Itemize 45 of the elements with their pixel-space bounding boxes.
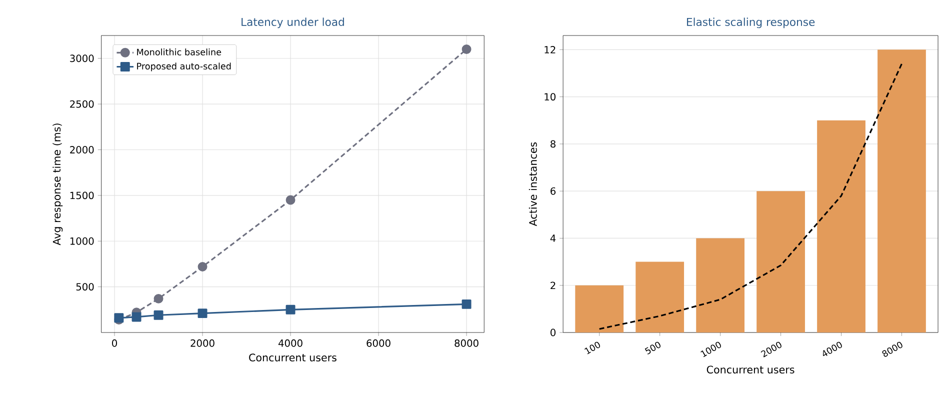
x-tick-label: 500 <box>644 342 660 355</box>
bar <box>575 286 624 333</box>
x-tick-label: 2000 <box>190 340 214 348</box>
point <box>462 44 472 54</box>
y-tick-label: 1000 <box>70 238 94 246</box>
x-tick-label: 100 <box>584 342 600 354</box>
point <box>286 195 296 205</box>
y-tick-label: 8 <box>550 140 556 148</box>
y-axis-title: Avg response time (ms) <box>52 124 63 246</box>
y-tick-label: 12 <box>544 46 556 54</box>
x-tick-label: 4000 <box>822 342 842 356</box>
y-tick-label: 500 <box>76 283 94 291</box>
point <box>132 312 142 322</box>
legend-label: Proposed auto-scaled <box>137 62 231 72</box>
bar <box>696 238 744 333</box>
y-tick-label: 1500 <box>70 192 94 200</box>
x-tick-label: 0 <box>112 340 117 348</box>
x-axis-title: Concurrent users <box>706 366 794 374</box>
y-tick-label: 10 <box>544 93 556 101</box>
y-tick-label: 2 <box>550 282 556 290</box>
point <box>154 310 164 320</box>
chart-title: Latency under load <box>242 18 344 28</box>
x-tick-label: 8000 <box>454 340 478 348</box>
bar <box>756 191 805 333</box>
y-tick-label: 2000 <box>70 146 94 154</box>
point <box>154 294 164 304</box>
x-tick-label: 6000 <box>366 340 390 348</box>
y-tick-label: 0 <box>550 328 556 336</box>
legend-label: Monolithic baseline <box>137 48 222 56</box>
line-series <box>598 63 903 330</box>
y-tick-label: 3000 <box>70 54 94 62</box>
x-tick-label: 4000 <box>278 340 302 348</box>
point <box>462 300 472 310</box>
chart-title: Elastic scaling response <box>687 18 815 28</box>
x-axis-title: Concurrent users <box>249 354 336 362</box>
point <box>286 305 296 315</box>
bar <box>636 262 684 333</box>
bar <box>878 50 926 333</box>
y-tick-label: 4 <box>550 234 556 242</box>
bar <box>817 120 866 333</box>
point <box>198 308 208 318</box>
point <box>198 262 208 272</box>
y-axis-title: Active instances <box>528 142 537 226</box>
y-tick-label: 6 <box>550 188 556 195</box>
y-tick-label: 2500 <box>70 100 94 108</box>
